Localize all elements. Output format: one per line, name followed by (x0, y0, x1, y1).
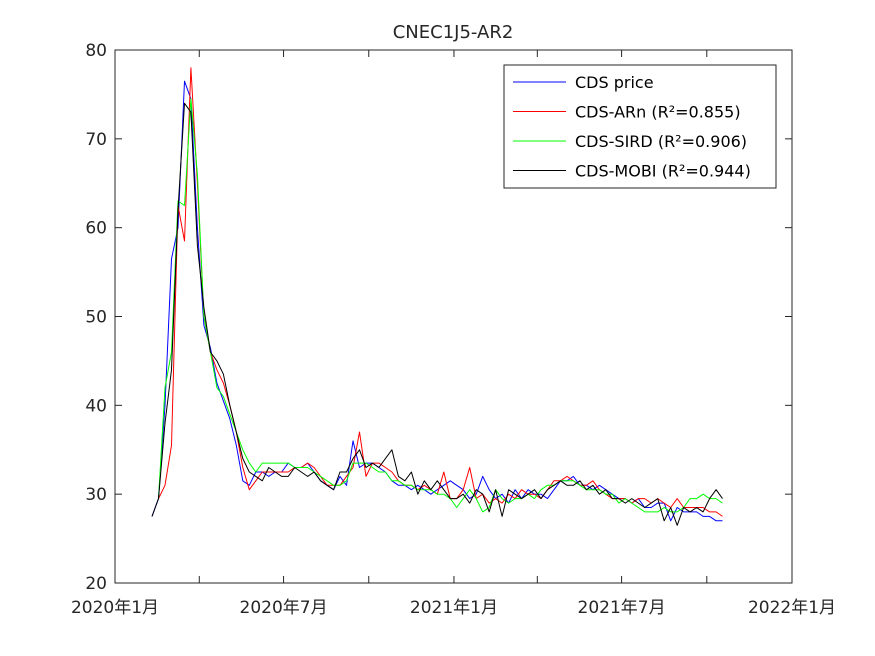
legend-box (503, 64, 777, 189)
y-tick-label: 60 (85, 219, 107, 239)
x-tick-label: 2020年7月 (240, 598, 328, 618)
y-tick-label: 40 (85, 396, 107, 416)
y-axis: 20 30 40 50 60 70 80 (85, 41, 792, 594)
series-line-3 (151, 102, 723, 526)
x-tick-label: 2021年1月 (410, 598, 498, 618)
y-tick-label: 70 (85, 130, 107, 150)
x-tick-label: 2021年7月 (578, 598, 666, 618)
legend: CDS price CDS-ARn (R²=0.855) CDS-SIRD (R²=… (503, 64, 777, 189)
y-tick-label: 20 (85, 574, 107, 594)
legend-label-3: CDS-MOBI (R²=0.944) (575, 162, 751, 181)
legend-label-0: CDS price (575, 73, 654, 92)
legend-label-2: CDS-SIRD (R²=0.906) (575, 132, 747, 151)
chart-title: CNEC1J5-AR2 (393, 22, 514, 43)
x-tick-label: 2022年1月 (748, 598, 836, 618)
legend-label-1: CDS-ARn (R²=0.855) (575, 103, 741, 122)
y-tick-label: 30 (85, 485, 107, 505)
series-layer (151, 67, 723, 526)
x-axis: 2020年1月 2020年7月 2021年1月 2021年7月 2022年1月 (71, 50, 836, 618)
x-tick-label: 2020年1月 (71, 598, 159, 618)
y-tick-label: 80 (85, 41, 107, 61)
y-tick-label: 50 (85, 308, 107, 328)
